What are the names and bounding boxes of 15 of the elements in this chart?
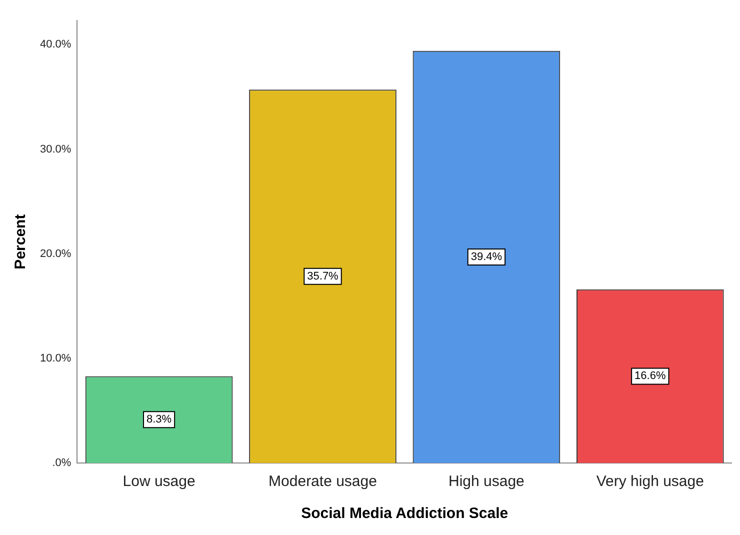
x-axis-title: Social Media Addiction Scale: [301, 505, 508, 522]
y-tick-label: 40.0%: [40, 38, 72, 51]
y-axis-title: Percent: [12, 214, 30, 270]
x-tick-label: High usage: [448, 473, 524, 490]
y-tick-label: 30.0%: [40, 143, 72, 156]
data-label: 16.6%: [634, 370, 666, 382]
y-tick-label: 20.0%: [40, 248, 72, 260]
x-tick-label: Very high usage: [596, 473, 704, 490]
data-label: 8.3%: [146, 414, 172, 426]
data-label: 39.4%: [470, 250, 502, 263]
x-tick-label: Moderate usage: [268, 473, 377, 490]
data-label: 35.7%: [307, 270, 339, 282]
y-tick-label: 10.0%: [40, 352, 72, 364]
y-tick-label: .0%: [52, 457, 72, 470]
x-tick-label: Low usage: [122, 473, 196, 490]
